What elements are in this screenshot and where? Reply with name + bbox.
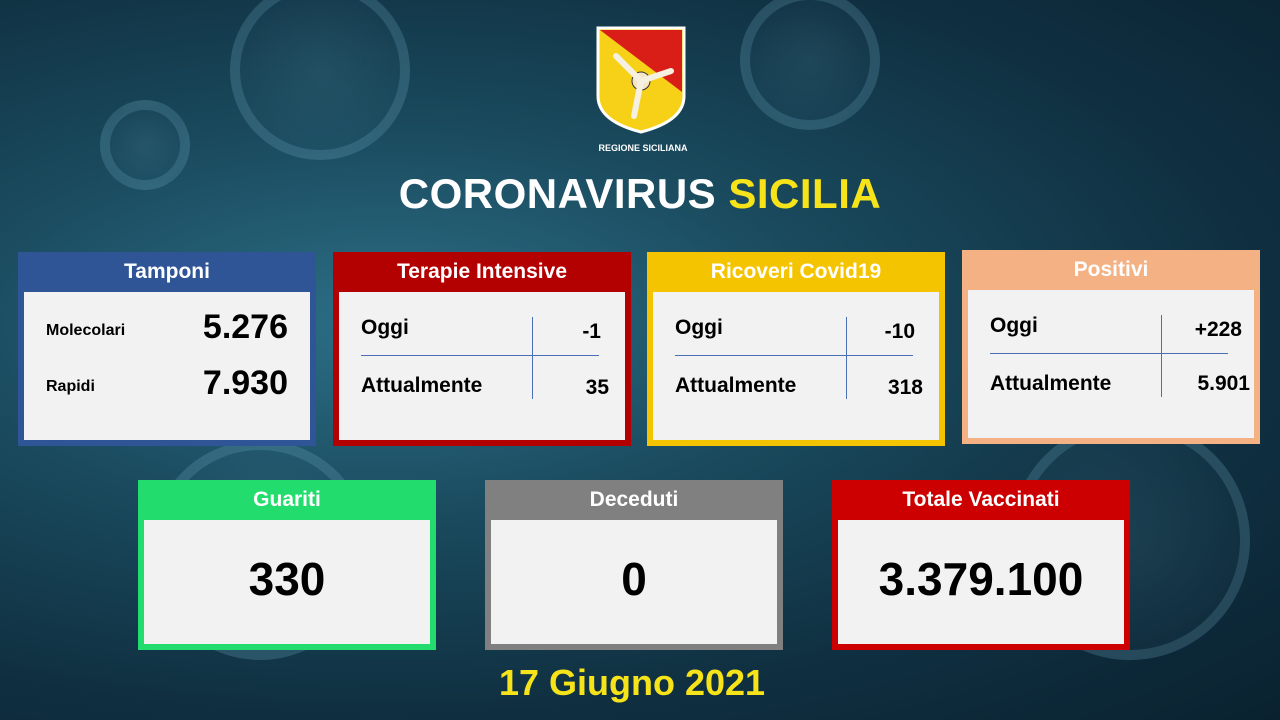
- deceduti-card: Deceduti 0: [485, 480, 783, 650]
- vaccinati-title: Totale Vaccinati: [902, 488, 1060, 511]
- molecolari-label: Molecolari: [46, 322, 126, 339]
- terapie-intensive-card: Terapie Intensive Oggi -1 Attualmente 35: [333, 252, 631, 446]
- guariti-title: Guariti: [253, 488, 321, 511]
- regione-siciliana-logo: [596, 26, 686, 134]
- terapie-oggi-label: Oggi: [361, 316, 409, 339]
- positivi-card: Positivi Oggi +228 Attualmente 5.901: [962, 250, 1260, 444]
- report-date: 17 Giugno 2021: [498, 662, 766, 703]
- virus-decoration: [740, 0, 880, 130]
- ricoveri-card: Ricoveri Covid19 Oggi -10 Attualmente 31…: [647, 252, 945, 446]
- positivi-attualmente-label: Attualmente: [990, 372, 1112, 395]
- tamponi-title: Tamponi: [124, 260, 210, 283]
- terapie-oggi-value: -1: [582, 320, 601, 343]
- title-sicilia: SICILIA: [728, 170, 882, 217]
- rapidi-label: Rapidi: [46, 378, 95, 395]
- terapie-attualmente-value: 35: [585, 376, 609, 399]
- ricoveri-oggi-value: -10: [884, 320, 915, 343]
- deceduti-value: 0: [621, 553, 647, 605]
- terapie-title: Terapie Intensive: [396, 260, 567, 283]
- logo-caption: REGIONE SICILIANA: [598, 143, 688, 153]
- ricoveri-oggi-label: Oggi: [675, 316, 723, 339]
- ricoveri-attualmente-label: Attualmente: [675, 374, 797, 397]
- page-title: CORONAVIRUS SICILIA: [0, 170, 1280, 218]
- terapie-attualmente-label: Attualmente: [361, 374, 483, 397]
- ricoveri-attualmente-value: 318: [887, 376, 923, 399]
- virus-decoration: [230, 0, 410, 160]
- vaccinati-value: 3.379.100: [878, 553, 1084, 605]
- positivi-attualmente-value: 5.901: [1197, 372, 1250, 395]
- ricoveri-title: Ricoveri Covid19: [710, 260, 882, 283]
- title-coronavirus: CORONAVIRUS: [398, 170, 717, 217]
- tamponi-card: Tamponi Molecolari 5.276 Rapidi 7.930: [18, 252, 316, 446]
- virus-decoration: [100, 100, 190, 190]
- guariti-card: Guariti 330: [138, 480, 436, 650]
- vaccinati-card: Totale Vaccinati 3.379.100: [832, 480, 1130, 650]
- molecolari-value: 5.276: [202, 308, 288, 346]
- positivi-title: Positivi: [1073, 258, 1149, 281]
- rapidi-value: 7.930: [202, 364, 288, 402]
- deceduti-title: Deceduti: [589, 488, 679, 511]
- positivi-oggi-value: +228: [1194, 318, 1242, 341]
- positivi-oggi-label: Oggi: [990, 314, 1038, 337]
- guariti-value: 330: [248, 553, 326, 605]
